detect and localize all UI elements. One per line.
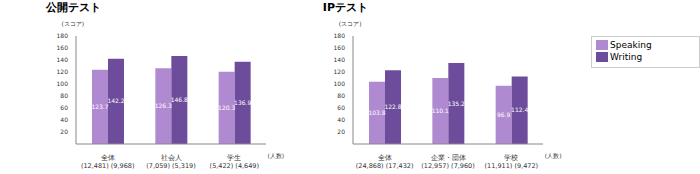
svg-text:120.3: 120.3 bbox=[218, 104, 235, 111]
svg-text:146.8: 146.8 bbox=[170, 96, 187, 103]
svg-text:40: 40 bbox=[60, 116, 68, 123]
svg-text:企業・団体(12,957) (7,960): 企業・団体(12,957) (7,960) bbox=[421, 154, 475, 170]
svg-text:126.3: 126.3 bbox=[154, 102, 171, 109]
svg-text:学生(5,422) (4,649): 学生(5,422) (4,649) bbox=[209, 154, 258, 170]
svg-text:100: 100 bbox=[333, 80, 345, 87]
svg-text:180: 180 bbox=[56, 32, 68, 39]
svg-text:180: 180 bbox=[333, 32, 345, 39]
svg-text:135.2: 135.2 bbox=[448, 100, 465, 107]
svg-text:160: 160 bbox=[333, 44, 345, 51]
svg-text:全体(12,481) (9,968): 全体(12,481) (9,968) bbox=[80, 154, 134, 170]
html-text:(人数): (人数) bbox=[544, 152, 562, 159]
html-text:Speaking: Speaking bbox=[610, 40, 652, 50]
svg-text:60: 60 bbox=[337, 104, 345, 111]
svg-text:160: 160 bbox=[56, 44, 68, 51]
svg-text:80: 80 bbox=[337, 92, 345, 99]
html-text:Writing: Writing bbox=[610, 52, 643, 62]
svg-text:40: 40 bbox=[337, 116, 345, 123]
svg-text:全体(24,868) (17,432): 全体(24,868) (17,432) bbox=[356, 154, 414, 170]
svg-text:120: 120 bbox=[56, 68, 68, 75]
svg-text:140: 140 bbox=[333, 56, 345, 63]
svg-text:122.8: 122.8 bbox=[384, 103, 401, 110]
svg-text:20: 20 bbox=[60, 128, 68, 135]
html-text:(人数): (人数) bbox=[267, 152, 285, 159]
html-text:公開テスト: 公開テスト bbox=[45, 1, 101, 14]
svg-text:80: 80 bbox=[60, 92, 68, 99]
svg-text:110.1: 110.1 bbox=[432, 107, 449, 114]
html-text:(スコア): (スコア) bbox=[61, 20, 85, 27]
svg-text:60: 60 bbox=[60, 104, 68, 111]
svg-text:学校(11,911) (9,472): 学校(11,911) (9,472) bbox=[484, 154, 538, 170]
svg-text:142.2: 142.2 bbox=[107, 97, 124, 104]
svg-text:112.4: 112.4 bbox=[511, 106, 528, 113]
svg-text:100: 100 bbox=[56, 80, 68, 87]
svg-text:20: 20 bbox=[337, 128, 345, 135]
svg-text:136.9: 136.9 bbox=[234, 99, 251, 106]
svg-text:社会人(7,059) (5,319): 社会人(7,059) (5,319) bbox=[146, 154, 195, 170]
svg-text:123.7: 123.7 bbox=[91, 103, 108, 110]
html-text:(スコア): (スコア) bbox=[338, 20, 362, 27]
svg-text:96.9: 96.9 bbox=[497, 111, 511, 118]
html-text:IPテスト: IPテスト bbox=[322, 1, 368, 14]
svg-text:103.8: 103.8 bbox=[368, 109, 385, 116]
svg-text:140: 140 bbox=[56, 56, 68, 63]
svg-text:120: 120 bbox=[333, 68, 345, 75]
